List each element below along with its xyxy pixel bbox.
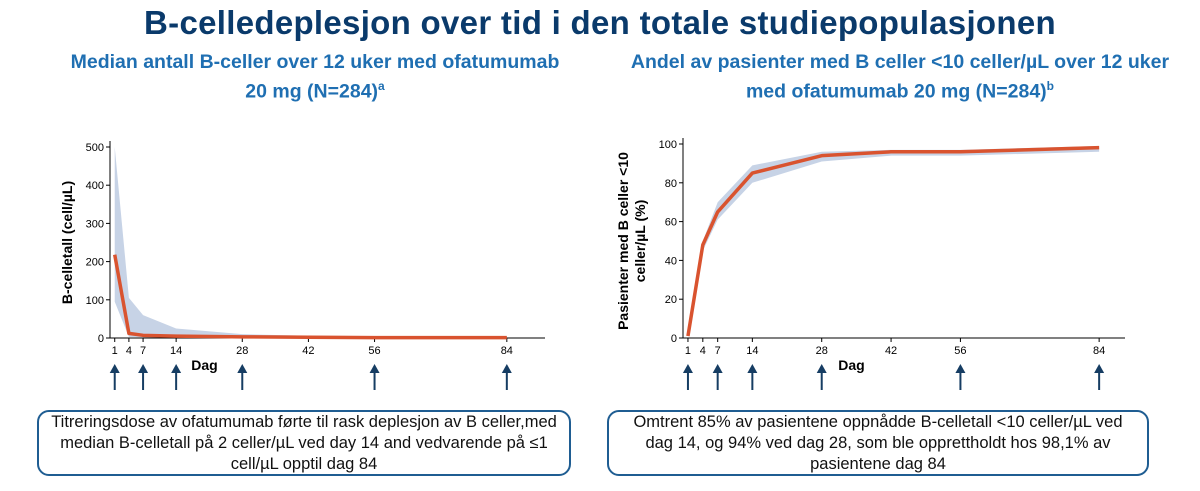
right-chart-y-axis-label-line: Pasienter med B celler <10 xyxy=(615,152,631,330)
right-chart-x-axis-label: Dag xyxy=(838,357,864,373)
left-chart-y-axis-label: B-celletall (cell/µL) xyxy=(59,181,75,304)
right-chart-x-tick-label: 28 xyxy=(816,345,828,357)
left-chart-y-tick-label: 100 xyxy=(86,295,104,307)
right-chart-y-tick-label: 100 xyxy=(659,139,677,151)
right-chart-x-tick-label: 4 xyxy=(700,345,706,357)
right-chart-dose-arrow-head xyxy=(816,364,827,373)
right-chart-y-axis-label: Pasienter med B celler <10celler/µL (%) xyxy=(615,152,648,330)
right-chart-title: Andel av pasienter med B celler <10 cell… xyxy=(610,50,1190,104)
right-chart-dose-arrow-head xyxy=(682,364,693,373)
left-chart-y-tick-label: 200 xyxy=(86,257,104,269)
right-chart-x-tick-label: 1 xyxy=(685,345,691,357)
left-summary-note: Titreringsdose av ofatumumab førte til r… xyxy=(37,410,571,476)
right-summary-text: Omtrent 85% av pasientene oppnådde B-cel… xyxy=(633,412,1123,473)
right-chart-title-footnote: b xyxy=(1046,79,1055,93)
left-chart-dose-arrow-head xyxy=(237,364,248,373)
right-chart-x-tick-label: 14 xyxy=(746,345,758,357)
left-chart-y-axis-label-line: B-celletall (cell/µL) xyxy=(59,181,75,304)
left-chart-x-tick-label: 28 xyxy=(236,345,248,357)
left-chart-median-line xyxy=(113,254,507,340)
left-chart-x-tick-label: 42 xyxy=(302,345,314,357)
left-chart-title: Median antall B-celler over 12 uker med … xyxy=(60,50,570,104)
right-chart-median-line xyxy=(686,145,1100,337)
right-chart-y-tick-label: 20 xyxy=(665,294,677,306)
left-chart-title-text: Median antall B-celler over 12 uker med … xyxy=(70,51,560,103)
right-chart-dose-arrow-head xyxy=(1094,364,1105,373)
left-chart-dose-arrow-head xyxy=(369,364,380,373)
left-chart-x-tick-label: 4 xyxy=(126,345,132,357)
right-summary-note: Omtrent 85% av pasientene oppnådde B-cel… xyxy=(607,410,1149,476)
left-chart-y-tick-label: 0 xyxy=(98,333,104,345)
left-chart-x-tick-label: 1 xyxy=(112,345,118,357)
left-chart-dose-arrow-head xyxy=(138,364,149,373)
left-chart-dose-arrow-head xyxy=(171,364,182,373)
left-chart-x-tick-label: 7 xyxy=(140,345,146,357)
left-summary-text: Titreringsdose av ofatumumab førte til r… xyxy=(51,412,557,473)
left-chart-y-tick-label: 300 xyxy=(86,218,104,230)
right-chart-dose-arrow-head xyxy=(955,364,966,373)
right-chart-dose-arrow-head xyxy=(747,364,758,373)
left-chart-x-tick-label: 14 xyxy=(170,345,182,357)
left-chart-title-footnote: a xyxy=(378,79,385,93)
right-chart-x-tick-label: 84 xyxy=(1093,345,1105,357)
left-chart-dose-arrow-head xyxy=(501,364,512,373)
left-chart-x-axis-label: Dag xyxy=(191,357,217,373)
right-chart-y-tick-label: 40 xyxy=(665,255,677,267)
right-chart-x-tick-label: 42 xyxy=(885,345,897,357)
right-chart-y-tick-label: 0 xyxy=(671,333,677,345)
left-chart-y-tick-label: 400 xyxy=(86,180,104,192)
left-chart-x-tick-label: 84 xyxy=(501,345,513,357)
right-chart-y-tick-label: 80 xyxy=(665,178,677,190)
left-chart-y-tick-label: 500 xyxy=(86,142,104,154)
left-chart-dose-arrow-head xyxy=(109,364,120,373)
right-chart-x-tick-label: 7 xyxy=(715,345,721,357)
right-chart-title-text: Andel av pasienter med B celler <10 cell… xyxy=(630,51,1170,103)
left-chart-x-tick-label: 56 xyxy=(368,345,380,357)
right-chart-dose-arrow-head xyxy=(712,364,723,373)
page-title: B-celledeplesjon over tid i den totale s… xyxy=(144,4,1056,41)
right-chart-y-tick-label: 60 xyxy=(665,217,677,229)
right-chart-x-tick-label: 56 xyxy=(954,345,966,357)
right-chart-y-axis-label-line: celler/µL (%) xyxy=(632,200,648,283)
